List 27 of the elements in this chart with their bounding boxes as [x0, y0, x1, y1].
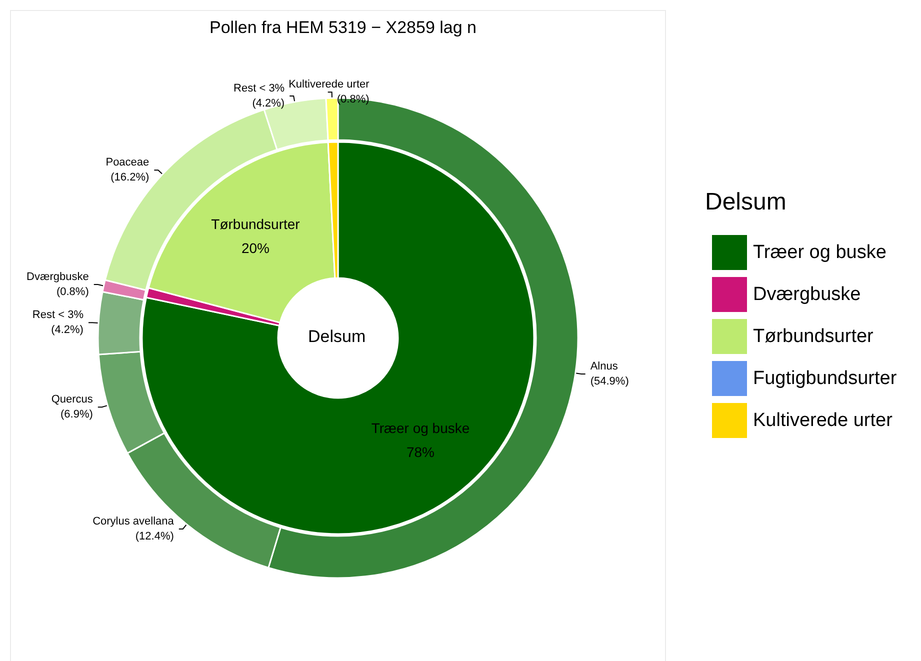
slice-label: Træer og buske [371, 420, 470, 436]
data-label: (16.2%) [110, 172, 150, 184]
data-label: (54.9%) [590, 376, 629, 388]
legend-label: Fugtigbundsurter [753, 368, 898, 389]
chart-title: Pollen fra HEM 5319 − X2859 lag n [210, 18, 476, 37]
slice-label: Tørbundsurter [211, 216, 300, 232]
data-label: (4.2%) [252, 98, 285, 110]
legend-label: Dværgbuske [753, 284, 861, 305]
slice-label: Kultiverede urter [288, 78, 370, 91]
slice-label: Quercus [51, 394, 94, 406]
slice-label: Poaceae [106, 156, 150, 169]
data-label: (12.4%) [135, 530, 174, 542]
data-label: (0.8%) [56, 286, 89, 298]
slice-label: Dværgbuske [26, 271, 89, 284]
data-label: (6.9%) [60, 408, 93, 421]
slice-label: Alnus [590, 360, 618, 373]
legend-title: Delsum [705, 188, 786, 216]
legend-label: Træer og buske [753, 242, 886, 263]
slice-label: Rest < 3% [32, 309, 84, 322]
slice-label: Rest < 3% [234, 82, 285, 95]
legend-label: Kultiverede urter [753, 410, 894, 431]
data-label: 78% [406, 444, 435, 460]
legend-label: Tørbundsurter [753, 326, 874, 347]
data-label: 20% [241, 240, 270, 256]
text: Delsum [308, 327, 366, 346]
slice-label: Corylus avellana [92, 515, 175, 528]
data-label: (4.2%) [51, 324, 84, 336]
